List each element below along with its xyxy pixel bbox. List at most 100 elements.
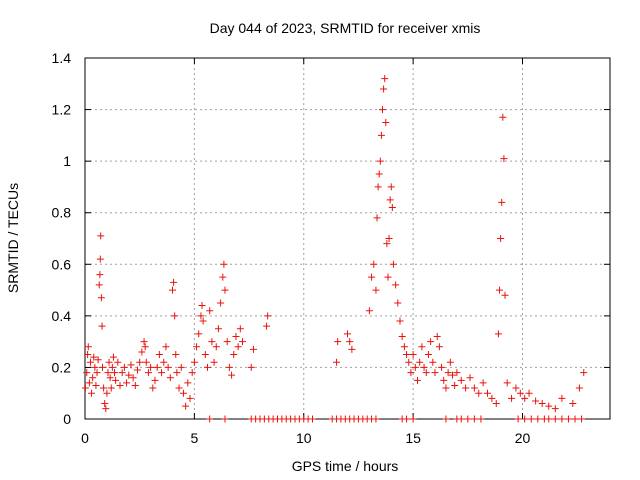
data-point [438,363,446,371]
data-point [247,363,255,371]
data-point [106,374,114,382]
data-point [373,214,381,222]
data-point [407,369,415,377]
data-point [136,358,144,366]
x-tick-label: 15 [405,430,421,446]
data-point [488,394,496,402]
data-point [166,374,174,382]
tick-labels: 0 0.2 0.4 0.6 0.8 1 1.2 1.4 0 5 10 15 20 [52,50,531,446]
data-point [370,260,378,268]
y-tick-label: 1.2 [52,102,72,118]
data-point [100,384,108,392]
data-point [479,379,487,387]
data-point [466,374,474,382]
data-point [104,369,112,377]
data-point [214,325,222,333]
data-point [91,363,99,371]
data-point [409,351,417,359]
data-point [389,260,397,268]
data-point [190,358,198,366]
data-point [309,415,316,423]
data-point [197,312,205,320]
y-tick-label: 0.8 [52,205,72,221]
data-point [527,415,535,423]
data-point [210,358,218,366]
data-point [182,402,190,410]
data-point [449,371,456,379]
data-point [142,358,150,366]
data-point [453,369,461,377]
data-point [93,369,101,377]
data-point [118,369,126,377]
data-point [403,351,411,359]
x-tick-label: 5 [190,430,198,446]
data-point [558,415,566,423]
data-point [97,294,105,302]
data-point [138,348,146,356]
data-point [120,363,128,371]
data-point [435,343,443,351]
data-point [81,384,89,392]
data-point [444,369,452,377]
data-point [388,204,396,212]
data-point [127,361,135,369]
data-point [141,343,149,351]
data-point [193,343,201,351]
data-point [569,400,577,408]
data-point [125,371,133,379]
data-point [123,379,131,387]
data-point [175,384,183,392]
data-point [379,106,386,114]
chart-title: Day 044 of 2023, SRMTID for receiver xmi… [210,20,481,36]
data-point [551,405,559,413]
data-point [545,415,553,423]
data-point [375,170,383,178]
data-point [212,343,220,351]
axis-ticks [84,57,610,420]
data-point [500,155,508,163]
data-point [249,345,257,353]
x-axis-label: GPS time / hours [292,458,399,474]
data-point [394,299,402,307]
x-tick-label: 20 [515,430,531,446]
data-point [384,273,392,281]
data-point [575,384,583,392]
data-point [525,389,533,397]
data-point [151,376,159,384]
data-point [158,369,166,377]
data-point [538,400,546,408]
data-point [414,376,421,384]
data-point [457,376,465,384]
data-point [88,389,96,397]
data-point [239,338,246,346]
data-point [381,75,389,83]
data-point [89,374,97,382]
data-point [344,330,351,338]
data-point [420,363,428,371]
data-point [114,358,122,366]
data-point [377,131,385,139]
data-point [532,397,540,405]
data-point [416,358,424,366]
data-point [131,381,139,389]
data-point [514,415,522,423]
data-point [400,343,408,351]
data-point [403,415,411,423]
data-point [179,389,187,397]
data-point [398,332,406,340]
y-tick-label: 1.4 [52,50,72,66]
data-point [571,415,579,423]
data-point [236,325,244,333]
data-point [186,394,194,402]
data-point [380,85,388,93]
data-point [376,157,384,165]
data-point [95,281,103,289]
data-point [446,358,454,366]
data-point [346,338,354,346]
data-point [484,389,491,397]
data-point [177,363,185,371]
data-point [374,183,382,191]
data-point [140,338,148,346]
data-point [107,384,115,392]
data-point [83,369,91,377]
